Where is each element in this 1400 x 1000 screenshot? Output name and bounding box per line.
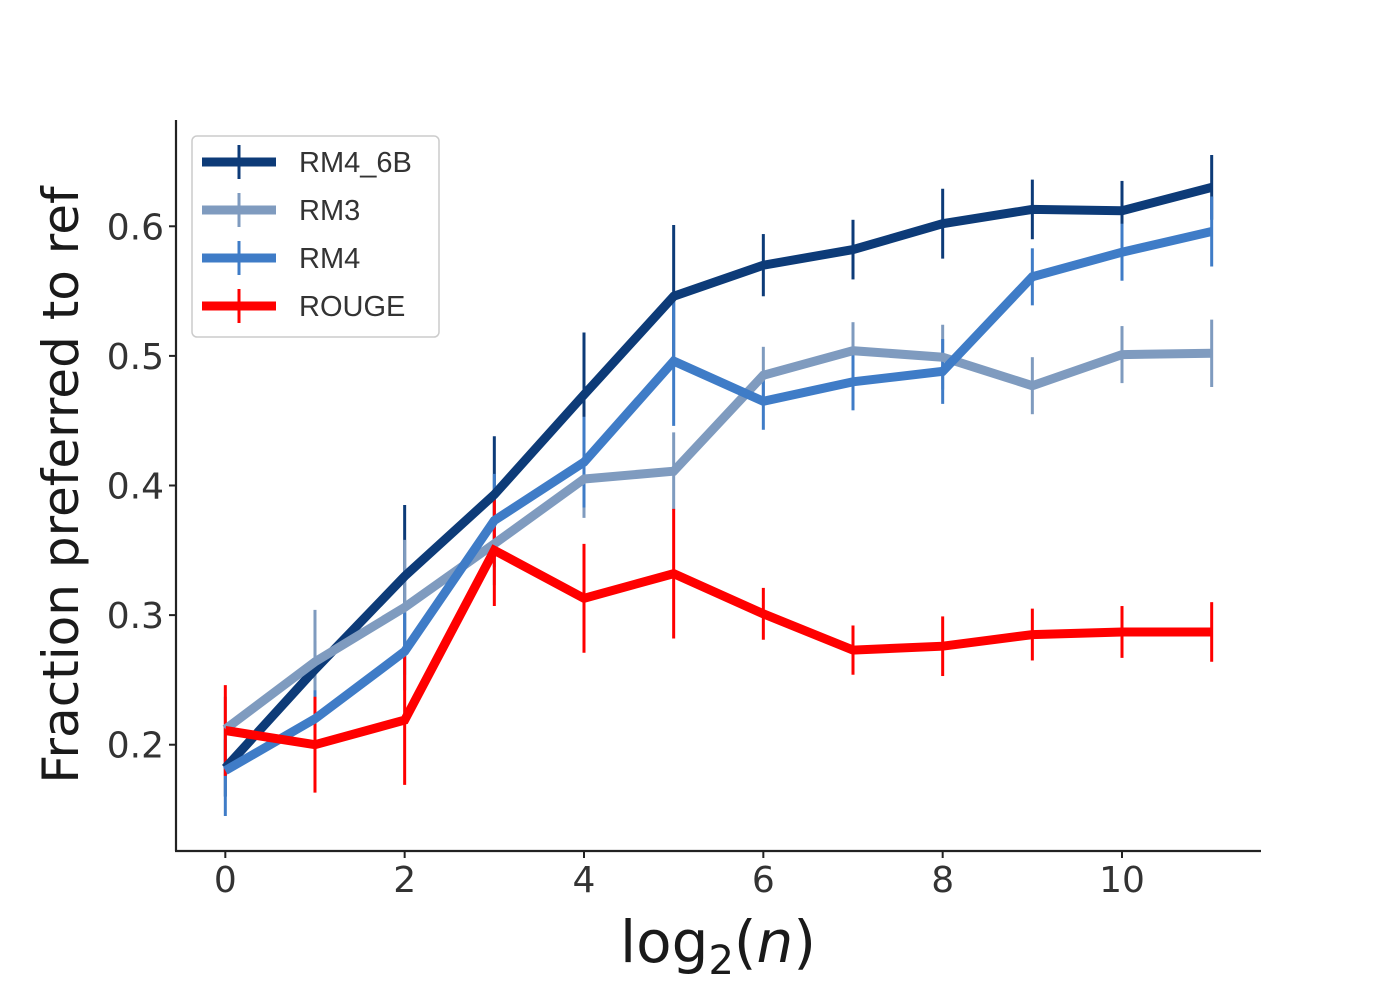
y-tick-label: 0.6	[107, 207, 164, 248]
x-tick-label: 0	[214, 860, 237, 901]
series-line-rouge	[224, 544, 1212, 750]
series-line-rm4-6b	[221, 183, 1213, 772]
legend-frame	[191, 135, 440, 338]
legend-label: RM3	[299, 195, 360, 227]
legend-label: RM4_6B	[299, 147, 412, 179]
series-lines	[221, 183, 1213, 775]
legend-label: ROUGE	[299, 291, 405, 323]
legend: RM4_6B RM3 RM4 ROUGE	[191, 135, 440, 338]
y-tick-label: 0.2	[107, 726, 164, 767]
legend-item-rm4-6b: RM4_6B	[202, 145, 412, 179]
x-tick-label: 2	[393, 860, 416, 901]
legend-item-rm3: RM3	[202, 193, 360, 227]
legend-label: RM4	[299, 243, 360, 275]
x-tick-label: 4	[573, 860, 596, 901]
y-tick-label: 0.5	[107, 337, 164, 378]
series-line-rm3	[222, 346, 1212, 733]
x-tick-label: 8	[931, 860, 954, 901]
y-tick-label: 0.4	[107, 467, 164, 508]
y-axis-label: Fraction preferred to ref	[32, 185, 90, 784]
legend-item-rouge: ROUGE	[202, 289, 405, 323]
x-tick-label: 6	[752, 860, 775, 901]
x-ticks: 0 2 4 6 8 10	[214, 851, 1145, 901]
series-line-rm4	[223, 227, 1213, 775]
legend-item-rm4: RM4	[202, 241, 360, 275]
y-ticks: 0.2 0.3 0.4 0.5 0.6	[107, 207, 176, 767]
x-axis-label: log2(n)	[620, 908, 816, 984]
x-tick-label: 10	[1099, 860, 1145, 901]
y-tick-label: 0.3	[107, 596, 164, 637]
